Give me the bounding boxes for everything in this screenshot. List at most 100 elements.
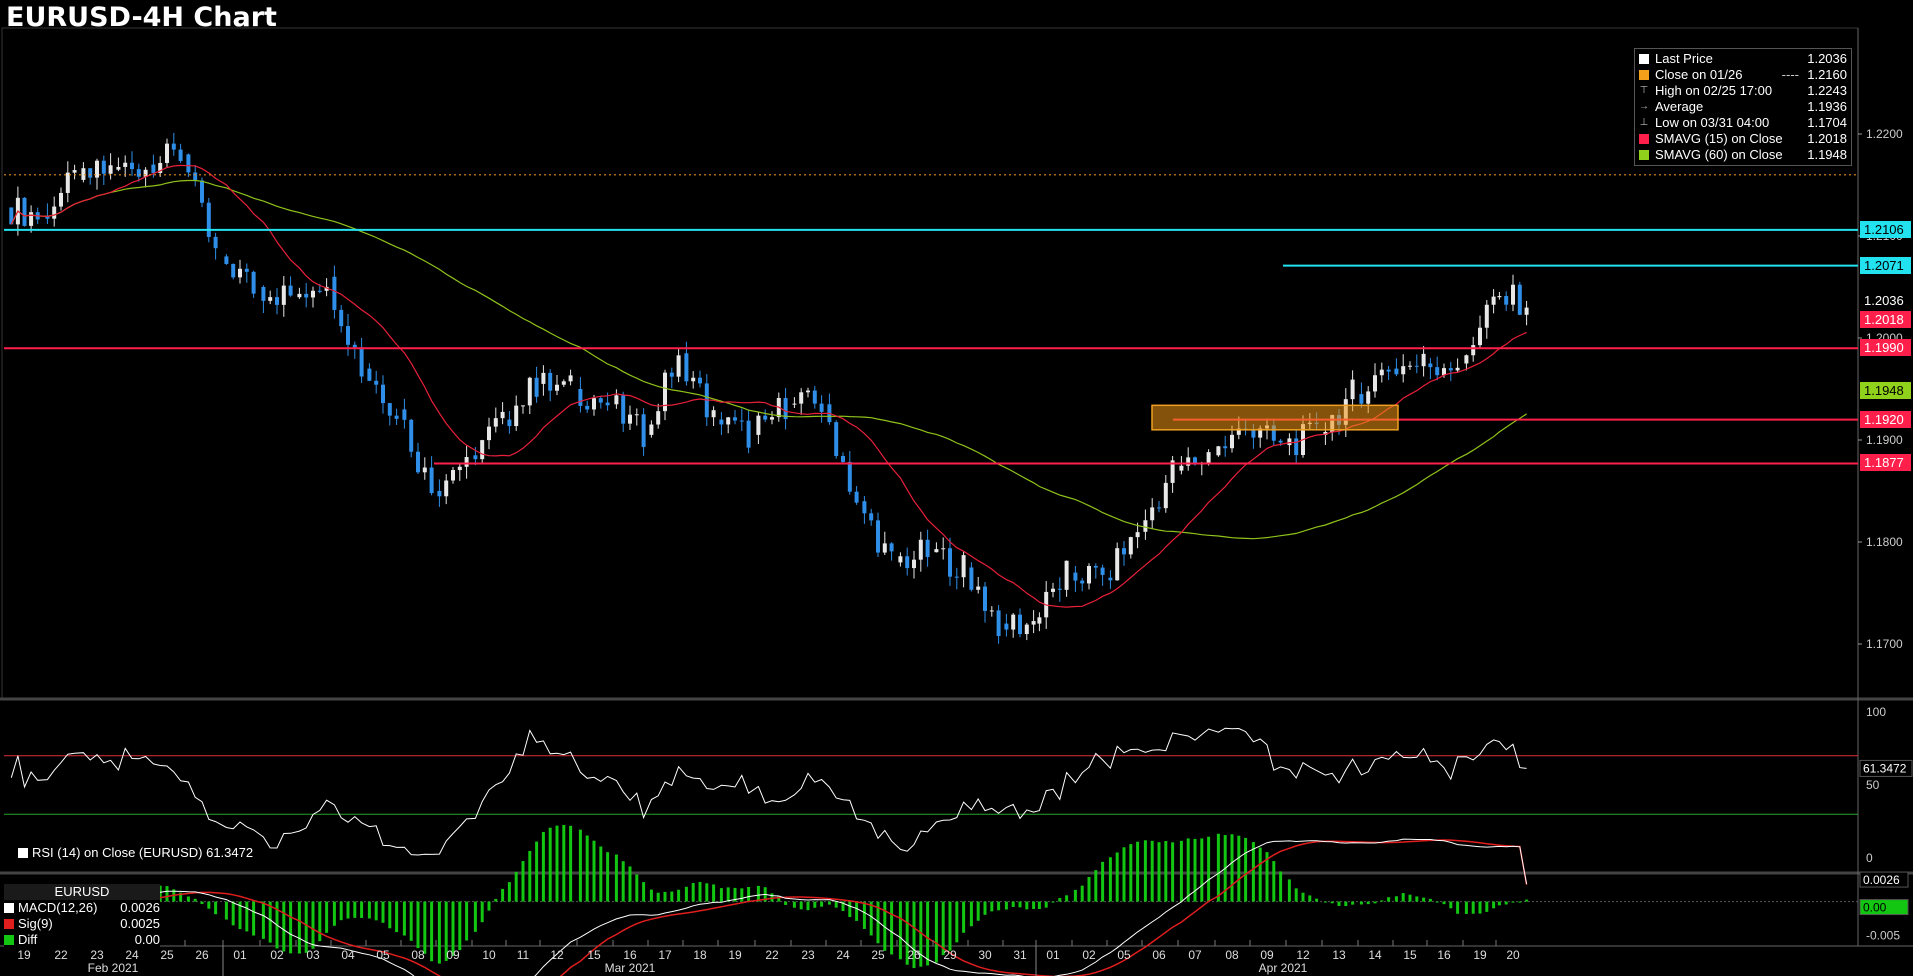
- macd-diff-bar: [712, 884, 716, 902]
- macd-diff-bar: [388, 901, 392, 929]
- macd-diff-bar: [1449, 901, 1453, 909]
- candle-body: [912, 559, 916, 569]
- macd-diff-bar: [1294, 888, 1298, 902]
- candle-body: [178, 149, 183, 161]
- candle-body: [165, 143, 169, 163]
- candle-body: [812, 390, 817, 404]
- candle-body: [691, 377, 696, 382]
- macd-diff-bar: [1230, 834, 1234, 902]
- candle-body: [507, 419, 512, 427]
- macd-diff-bar: [1337, 901, 1341, 906]
- candle-body: [346, 326, 350, 345]
- macd-diff-bar: [792, 901, 796, 908]
- price-tag: 1.1990: [1860, 339, 1911, 357]
- macd-diff-bar: [1143, 840, 1147, 902]
- macd-diff-bar: [1485, 901, 1489, 912]
- legend-line-style: ----: [1781, 67, 1799, 82]
- macd-diff-bar: [756, 885, 760, 902]
- candle-body: [521, 405, 525, 407]
- macd-diff-bar: [458, 901, 462, 951]
- macd-diff-bar: [1244, 837, 1248, 902]
- candle-body: [88, 168, 93, 178]
- candle-body: [143, 169, 148, 177]
- candle-body: [1150, 507, 1155, 521]
- macd-diff-bar: [990, 901, 994, 912]
- price-tag: 1.1877: [1860, 454, 1911, 472]
- axes: 1.22001.21001.20001.19001.18001.17001922…: [6, 127, 1903, 976]
- candle-body: [1230, 434, 1234, 449]
- candle-body: [311, 290, 315, 298]
- macd-diff-bar: [494, 898, 498, 902]
- macd-diff-bar: [214, 901, 218, 915]
- macd-diff-bar: [869, 901, 873, 936]
- day-tick-label: 19: [17, 948, 31, 962]
- macd-diff-bar: [487, 901, 491, 911]
- macd-diff-bar: [740, 888, 744, 902]
- candle-body: [1024, 624, 1029, 635]
- candle-body: [171, 143, 176, 150]
- grid-layer: [0, 27, 1913, 947]
- macd-diff-bar: [1037, 901, 1041, 910]
- day-tick-label: 30: [978, 948, 992, 962]
- macd-diff-bar: [883, 901, 887, 951]
- macd-diff-bar: [642, 882, 646, 902]
- candle-body: [374, 380, 379, 385]
- macd-diff-bar: [969, 901, 973, 927]
- macd-diff-bar: [1080, 885, 1084, 902]
- price-tag: 1.1920: [1860, 410, 1911, 428]
- candle-body: [268, 297, 273, 301]
- legend-item: SMAVG (60) on Close 1.1948: [1639, 147, 1847, 163]
- candle-body: [1122, 548, 1126, 555]
- macd-diff-bar: [1525, 899, 1529, 902]
- candle-body: [954, 576, 959, 578]
- macd-diff-bar: [430, 901, 434, 962]
- rsi-tick-label: 0: [1866, 851, 1873, 865]
- candle-body: [578, 389, 583, 406]
- macd-diff-bar: [1065, 895, 1069, 902]
- macd-diff-bar: [585, 835, 589, 902]
- macd-diff-bar: [548, 827, 552, 902]
- candle-body: [244, 268, 249, 272]
- candle-body: [1051, 588, 1055, 592]
- day-tick-label: 24: [125, 948, 139, 962]
- macd-diff-bar: [941, 901, 945, 956]
- macd-legend-label: Sig(9): [18, 916, 53, 931]
- macd-legend-label: MACD(12,26): [18, 900, 98, 915]
- macd-diff-bar: [698, 881, 702, 902]
- candle-body: [1115, 548, 1120, 581]
- macd-diff-bar: [1207, 836, 1211, 902]
- macd-diff-bar: [1415, 896, 1419, 902]
- macd-diff-bar: [1094, 870, 1098, 902]
- candle-body: [281, 285, 286, 305]
- candle-body: [186, 154, 191, 173]
- macd-value-tag-label: 0.00: [1863, 901, 1887, 915]
- macd-diff-bar: [841, 901, 845, 912]
- candle-body: [763, 415, 768, 420]
- candle-body: [869, 513, 874, 521]
- candle-body: [464, 457, 469, 467]
- candle-body: [22, 197, 27, 226]
- macd-diff-bar: [1351, 901, 1355, 905]
- macd-diff-bar: [1157, 842, 1161, 902]
- rsi-tick-label: 50: [1866, 778, 1880, 792]
- price-tick-label: 1.1800: [1866, 535, 1903, 549]
- candle-body: [416, 451, 420, 473]
- candle-body: [275, 297, 279, 305]
- macd-diff-bar: [501, 888, 505, 902]
- macd-diff-bar: [339, 901, 343, 921]
- day-tick-label: 09: [446, 948, 460, 962]
- candle-body: [1206, 452, 1211, 464]
- macd-diff-bar: [955, 901, 959, 943]
- macd-diff-bar: [555, 825, 559, 902]
- candle-body: [739, 420, 744, 422]
- macd-diff-bar: [1428, 898, 1432, 902]
- candle-body: [1087, 565, 1091, 584]
- day-tick-label: 15: [1403, 948, 1417, 962]
- candle-body: [882, 543, 887, 553]
- candle-body: [996, 610, 1001, 637]
- candle-body: [1408, 365, 1412, 367]
- candle-body: [493, 418, 498, 427]
- candle-body: [387, 403, 392, 416]
- candle-body: [394, 415, 399, 419]
- macd-diff-bar: [705, 883, 709, 902]
